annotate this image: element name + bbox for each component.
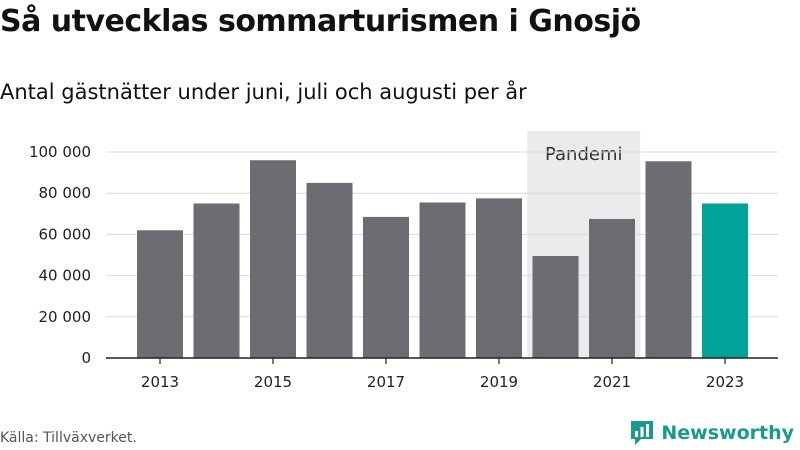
- axes: [106, 357, 778, 364]
- y-tick-label: 0: [81, 349, 91, 367]
- bar-2019: [476, 198, 522, 358]
- bar-2016: [306, 182, 353, 358]
- bar-2023: [702, 203, 748, 358]
- pandemic-label: Pandemi: [545, 144, 623, 165]
- chart-subtitle: Antal gästnätter under juni, juli och au…: [0, 80, 527, 104]
- y-tick-label: 60 000: [39, 225, 92, 243]
- y-tick-label: 100 000: [29, 143, 91, 161]
- newsworthy-logo: Newsworthy: [629, 419, 794, 447]
- x-tick-label: 2023: [706, 373, 744, 391]
- chart-title: Så utvecklas sommarturismen i Gnosjö: [0, 4, 641, 39]
- x-tick-label: 2017: [367, 373, 405, 391]
- bars: [137, 160, 748, 358]
- bar-2013: [137, 230, 183, 358]
- bar-2017: [363, 216, 409, 358]
- source-note: Källa: Tillväxverket.: [0, 430, 137, 446]
- tick-labels: 0 20 000 40 000 60 000 80 000 100 000 2013 2015…: [29, 143, 744, 391]
- newsworthy-logo-text: Newsworthy: [661, 422, 794, 444]
- x-tick-label: 2021: [593, 373, 631, 391]
- x-tick-label: 2019: [480, 373, 518, 391]
- y-tick-label: 40 000: [39, 267, 92, 285]
- newsworthy-logo-icon: [631, 421, 654, 445]
- x-tick-label: 2015: [254, 373, 292, 391]
- y-tick-label: 20 000: [39, 308, 92, 326]
- bar-2015: [250, 160, 296, 358]
- bar-2022: [645, 161, 692, 358]
- y-tick-label: 80 000: [39, 184, 92, 202]
- x-tick-label: 2013: [141, 373, 179, 391]
- bar-2014: [193, 203, 240, 358]
- bar-2018: [419, 202, 466, 358]
- bar-2021: [589, 218, 635, 358]
- bar-2020: [532, 256, 579, 358]
